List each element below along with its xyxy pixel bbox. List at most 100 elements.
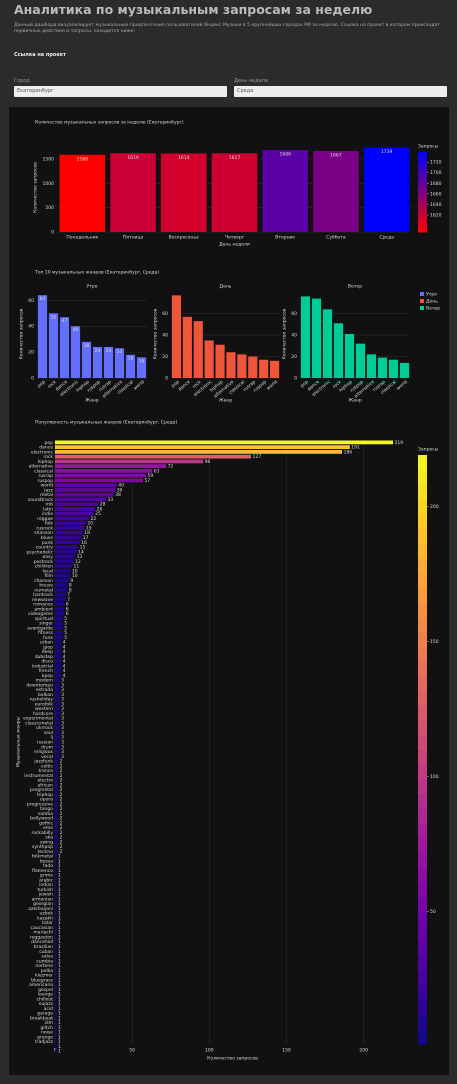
y-tick-label: chillout (37, 996, 54, 1002)
y-tick-label: hardcore (33, 711, 53, 717)
dropdown[interactable]: Екатеринбург (14, 86, 227, 97)
value-label: 4 (63, 654, 66, 660)
y-tick-label: ruspop (37, 478, 53, 484)
bar (55, 759, 59, 763)
bar (55, 664, 62, 668)
bar (55, 844, 59, 849)
y-axis-label: Количество запросов (282, 308, 288, 359)
value-label: 3 (61, 706, 64, 712)
colorbar-segment (418, 186, 427, 189)
value-label: 3 (61, 744, 64, 750)
colorbar-segment (418, 188, 427, 191)
y-tick-label: rock (43, 454, 53, 460)
colorbar-segment (418, 690, 427, 706)
value-label: 3 (61, 678, 64, 684)
value-label: 1 (58, 896, 61, 902)
bar (55, 1020, 57, 1025)
y-tick-label: downtempo (26, 682, 53, 688)
chart-title: Топ 10 музыкальных жанров (Екатеринбург,… (34, 270, 159, 276)
colorbar-segment (418, 166, 427, 169)
bar (55, 839, 59, 844)
value-label: 28 (100, 502, 106, 508)
filter-label: Город (14, 78, 30, 84)
bar (55, 1006, 57, 1011)
bar (377, 357, 388, 378)
value-label: 8 (69, 587, 72, 593)
project-link[interactable]: Ссылка на проект (14, 52, 67, 58)
bar (322, 309, 333, 378)
value-label: 1 (58, 882, 61, 888)
value-label: 1 (58, 954, 61, 960)
colorbar-segment (418, 455, 427, 471)
bar (55, 963, 57, 968)
colorbar-segment (418, 882, 427, 898)
y-tick-label: easy (42, 555, 53, 560)
y-tick-label: soundtrack (28, 497, 54, 503)
bar (55, 644, 62, 649)
y-tick-label: synthpop (32, 844, 53, 850)
y-tick-label: postrock (34, 559, 54, 565)
y-tick-label: triphop (37, 792, 53, 798)
y-tick-label: bollywood (30, 816, 53, 822)
value-label: 1739 (381, 149, 393, 155)
value-label: 7 (67, 597, 70, 603)
y-tick-label: lounge (38, 992, 54, 998)
bar (55, 535, 82, 540)
y-tick-label: drum (41, 744, 53, 750)
header: Аналитика по музыкальным запросам за нед… (14, 0, 444, 60)
colorbar-segment (418, 675, 427, 692)
value-label: 1 (58, 949, 61, 955)
y-tick-label: balkan (38, 692, 53, 698)
y-tick-label: cuban (39, 949, 53, 955)
value-label: 1 (58, 939, 61, 945)
y-tick-label: salsa (42, 954, 54, 960)
y-tick-label: tatar (42, 920, 53, 926)
bar (171, 295, 182, 378)
value-label: 1 (58, 1020, 61, 1026)
value-label: 1588 (77, 156, 89, 162)
colorbar-segment (418, 174, 427, 177)
value-label: 24 (95, 348, 101, 354)
y-tick-label: mariachi (33, 930, 53, 936)
bar (55, 454, 252, 459)
dropdown[interactable]: Среда (234, 86, 447, 97)
y-tick-label: noise (41, 1030, 53, 1036)
bar (55, 687, 60, 692)
x-tick-label: Суббота (326, 235, 346, 241)
x-tick-label: pop (37, 380, 47, 389)
value-label: 3 (61, 687, 64, 693)
chart-title: Количество музыкальных запросов за недел… (35, 120, 184, 126)
bar (55, 597, 66, 602)
y-tick-label: breakbeat (30, 1015, 53, 1021)
colorbar-segment (418, 572, 427, 589)
bar (55, 702, 60, 706)
bar (55, 744, 60, 749)
y-tick-label: children (35, 564, 53, 570)
value-label: 1686 (279, 152, 291, 158)
bar (55, 996, 57, 1001)
bar (55, 977, 57, 982)
value-label: 5 (64, 625, 67, 631)
bar (55, 825, 59, 830)
y-tick-label: ukrrock (36, 725, 53, 731)
y-tick-label: grime (40, 873, 53, 879)
bar (37, 295, 48, 378)
bar (300, 296, 311, 378)
bar (55, 1025, 57, 1030)
colorbar-segment (418, 220, 427, 223)
colorbar-segment (418, 226, 427, 229)
y-tick-label: folk (45, 521, 54, 527)
y-tick-label: funk (43, 635, 53, 641)
bar (211, 153, 258, 232)
y-tick-label: hiphop (38, 459, 54, 465)
y-tick-label: estrada (36, 687, 53, 693)
y-tick-label: jewish (38, 892, 53, 898)
value-label: 1 (58, 1034, 61, 1040)
y-tick-label: punk (42, 540, 54, 546)
colorbar-segment (418, 158, 427, 161)
y-tick-label: flamenco (32, 868, 53, 874)
value-label: 22 (90, 516, 96, 522)
bar (55, 868, 57, 873)
y-tick-label: dubstep (35, 654, 53, 660)
value-label: 1 (58, 1049, 61, 1055)
